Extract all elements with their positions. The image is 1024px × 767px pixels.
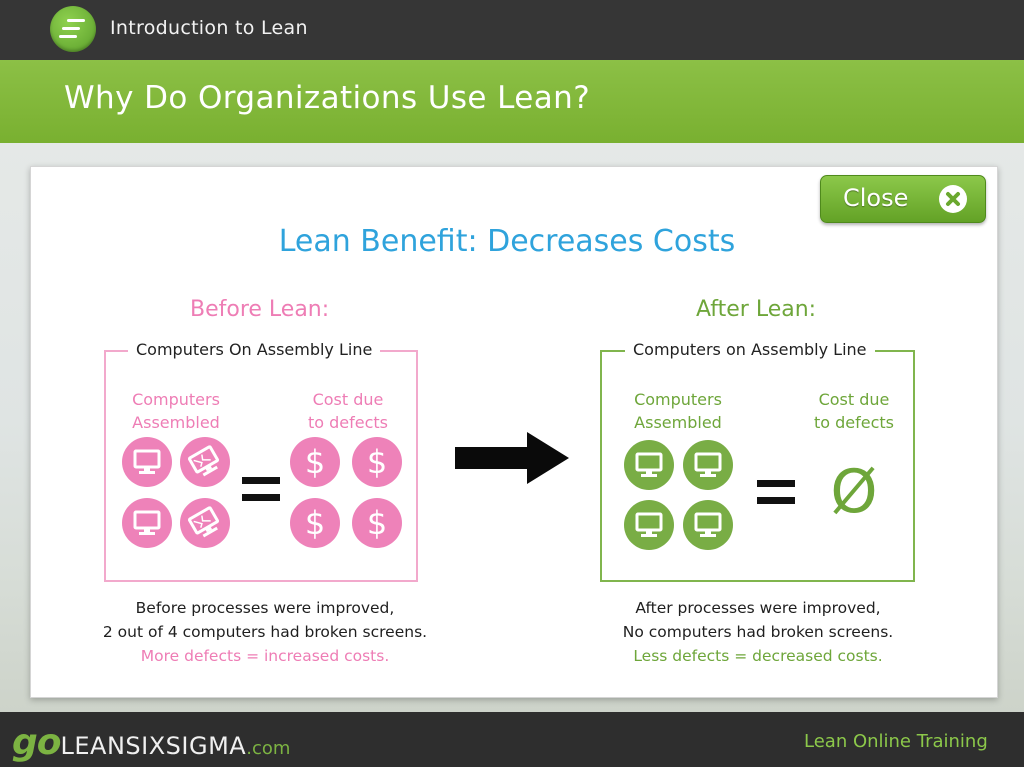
dollar-icon: $ (290, 498, 340, 548)
brand-go: go (12, 722, 62, 763)
brand-com: .com (246, 738, 291, 759)
computer-icon (122, 498, 172, 548)
footer-tagline: Lean Online Training (804, 731, 988, 752)
footer-bar (0, 712, 1024, 767)
dollar-symbol: $ (304, 443, 326, 481)
dollar-symbol: $ (366, 443, 388, 481)
after-col-cost: Cost due to defects (796, 388, 912, 434)
before-col-assembled-line1: Computers (132, 390, 220, 409)
after-col-assembled: Computers Assembled (620, 388, 736, 434)
before-box-title: Computers On Assembly Line (128, 340, 381, 359)
equals-sign (757, 480, 795, 510)
page-title: Why Do Organizations Use Lean? (64, 80, 591, 116)
dollar-symbol: $ (366, 504, 388, 542)
equals-sign (242, 477, 280, 507)
benefit-title: Lean Benefit: Decreases Costs (278, 224, 736, 259)
after-box-title: Computers on Assembly Line (625, 340, 875, 359)
dollar-icon: $ (352, 498, 402, 548)
content-panel (30, 166, 998, 698)
after-col-cost-line2: to defects (813, 413, 895, 432)
after-caption-line2: No computers had broken screens. (622, 623, 894, 641)
dollar-symbol: $ (304, 504, 326, 542)
dollar-icon: $ (290, 437, 340, 487)
after-col-assembled-line2: Assembled (634, 413, 722, 432)
before-caption-line1: Before processes were improved, (135, 599, 395, 617)
before-col-assembled-line2: Assembled (132, 413, 220, 432)
after-caption: After processes were improved, No comput… (563, 596, 953, 668)
computer-icon (624, 500, 674, 550)
title-bar (0, 60, 1024, 143)
before-caption-line3: More defects = increased costs. (140, 647, 390, 665)
close-button-label: Close (843, 184, 909, 212)
before-caption: Before processes were improved, 2 out of… (70, 596, 460, 668)
before-col-cost-line1: Cost due (312, 390, 384, 409)
after-heading: After Lean: (696, 297, 817, 322)
broken-computer-icon (180, 498, 230, 548)
null-cost-symbol: Ø (830, 457, 878, 527)
close-button[interactable]: Close (820, 175, 986, 223)
arrow-right-icon (455, 432, 569, 484)
computer-icon (122, 437, 172, 487)
before-heading: Before Lean: (190, 297, 330, 322)
after-col-cost-line1: Cost due (818, 390, 890, 409)
after-col-assembled-line1: Computers (634, 390, 722, 409)
course-title: Introduction to Lean (110, 17, 308, 39)
before-col-cost-line2: to defects (307, 413, 389, 432)
after-caption-line1: After processes were improved, (635, 599, 881, 617)
computer-icon (683, 440, 733, 490)
before-col-cost: Cost due to defects (290, 388, 406, 434)
computer-icon (683, 500, 733, 550)
before-caption-line2: 2 out of 4 computers had broken screens. (102, 623, 428, 641)
brand-logo: goLEANSIXSIGMA.com (12, 722, 290, 763)
after-caption-line3: Less defects = decreased costs. (633, 647, 883, 665)
dollar-icon: $ (352, 437, 402, 487)
broken-computer-icon (180, 437, 230, 487)
course-logo-icon (50, 6, 96, 52)
brand-main: LEANSIXSIGMA (60, 732, 247, 760)
top-bar (0, 0, 1024, 60)
computer-icon (624, 440, 674, 490)
before-col-assembled: Computers Assembled (118, 388, 234, 434)
close-icon (939, 185, 967, 213)
